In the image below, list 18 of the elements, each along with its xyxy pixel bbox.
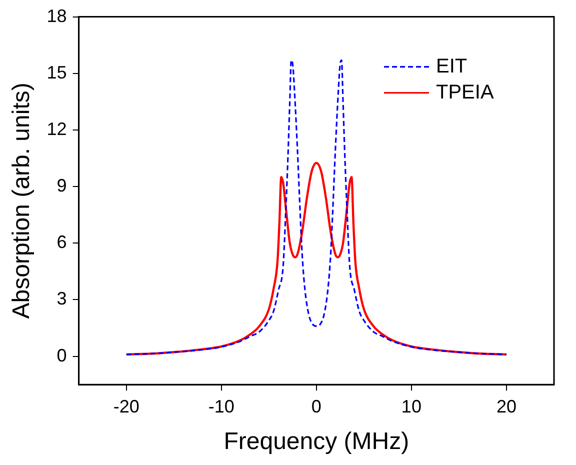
y-tick-label: 12 <box>46 118 67 139</box>
x-axis-title: Frequency (MHz) <box>224 428 410 456</box>
x-tick-label: 20 <box>496 396 516 416</box>
y-tick-label: 3 <box>56 288 67 309</box>
x-tick-label: 10 <box>401 396 422 416</box>
legend-label: EIT <box>436 55 468 78</box>
y-axis-title: Absorption (arb. units) <box>8 82 36 319</box>
y-tick-label: 6 <box>56 232 67 252</box>
x-tick-label: 0 <box>311 396 322 416</box>
x-tick-label: -10 <box>208 396 234 416</box>
y-tick-label: 15 <box>46 62 67 82</box>
line-series <box>125 162 508 356</box>
line-series <box>126 59 508 356</box>
legend-label: TPEIA <box>436 81 494 104</box>
y-tick-label: 18 <box>46 6 67 26</box>
y-tick-label: 0 <box>56 345 67 366</box>
x-tick-label: -20 <box>113 396 140 416</box>
y-tick-label: 9 <box>56 176 67 196</box>
